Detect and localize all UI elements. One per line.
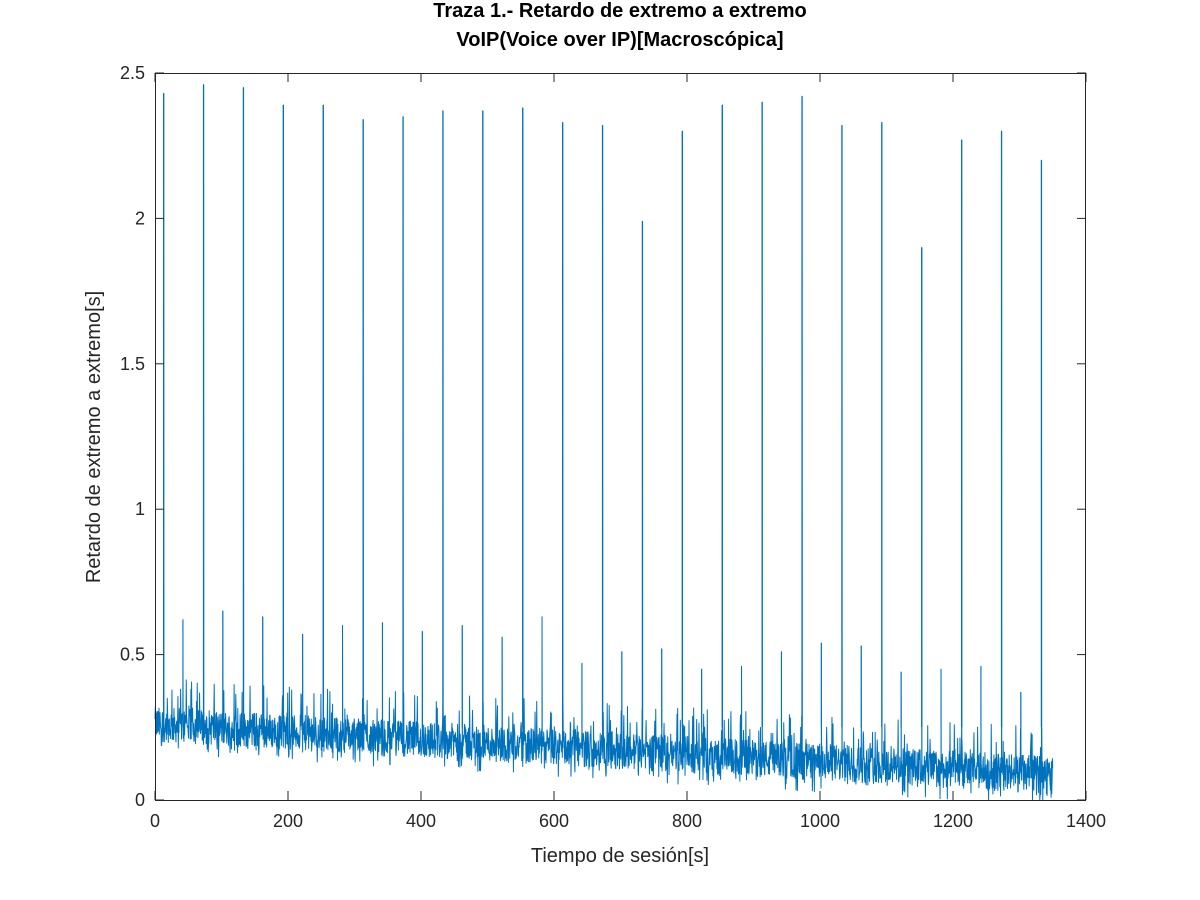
y-axis-ticks: 0 0.5 1 1.5 2 2.5 — [120, 63, 1086, 810]
x-tick-label: 600 — [539, 811, 569, 831]
plot-background — [155, 73, 1086, 800]
chart-subtitle: VoIP(Voice over IP)[Macroscópica] — [456, 29, 783, 51]
x-tick-label: 0 — [150, 811, 160, 831]
chart-title: Traza 1.- Retardo de extremo a extremo — [433, 0, 806, 22]
plot-area: 0 200 400 600 800 1000 1200 1400 0 0.5 1 1.5 2 2.5 — [120, 63, 1106, 831]
x-axis-ticks: 0 200 400 600 800 1000 1200 1400 — [150, 73, 1106, 831]
x-tick-label: 200 — [273, 811, 303, 831]
x-tick-label: 800 — [672, 811, 702, 831]
series-layer — [154, 84, 1054, 801]
y-tick-label: 2 — [135, 208, 145, 228]
x-tick-label: 1000 — [800, 811, 840, 831]
y-tick-label: 0.5 — [120, 645, 145, 665]
y-tick-label: 1 — [135, 499, 145, 519]
axes-box — [155, 73, 1086, 801]
x-tick-label: 400 — [406, 811, 436, 831]
x-tick-label: 1400 — [1066, 811, 1106, 831]
y-axis-label: Retardo de extremo a extremo[s] — [83, 291, 105, 583]
x-axis-label: Tiempo de sesión[s] — [531, 845, 709, 867]
x-tick-label: 1200 — [933, 811, 973, 831]
series-line — [154, 84, 1054, 801]
y-tick-label: 0 — [135, 790, 145, 810]
y-tick-label: 1.5 — [120, 354, 145, 374]
y-tick-label: 2.5 — [120, 63, 145, 83]
